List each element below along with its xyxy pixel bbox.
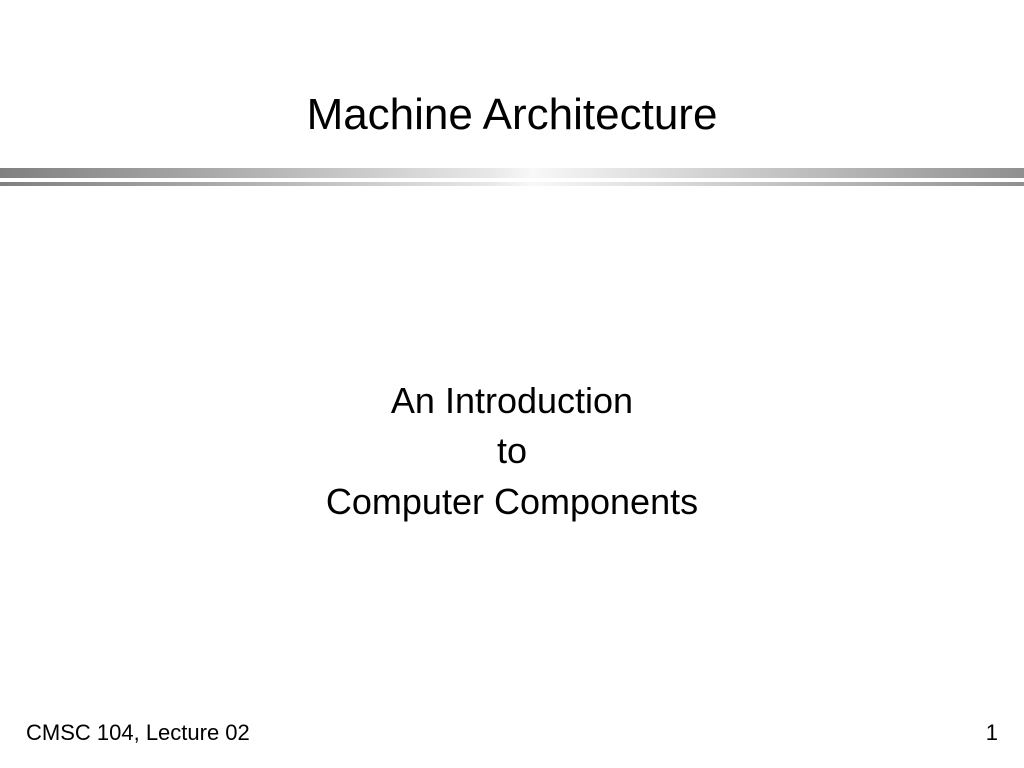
title-divider <box>0 168 1024 186</box>
footer-course-label: CMSC 104, Lecture 02 <box>26 720 250 746</box>
slide-title: Machine Architecture <box>0 90 1024 140</box>
footer-page-number: 1 <box>986 720 998 746</box>
title-area: Machine Architecture <box>0 0 1024 140</box>
divider-thin-bar <box>0 182 1024 186</box>
subtitle-area: An Introduction to Computer Components <box>0 376 1024 527</box>
subtitle-line-2: to <box>0 426 1024 476</box>
slide-footer: CMSC 104, Lecture 02 1 <box>0 720 1024 746</box>
subtitle-line-3: Computer Components <box>0 477 1024 527</box>
subtitle-line-1: An Introduction <box>0 376 1024 426</box>
divider-thick-bar <box>0 168 1024 178</box>
